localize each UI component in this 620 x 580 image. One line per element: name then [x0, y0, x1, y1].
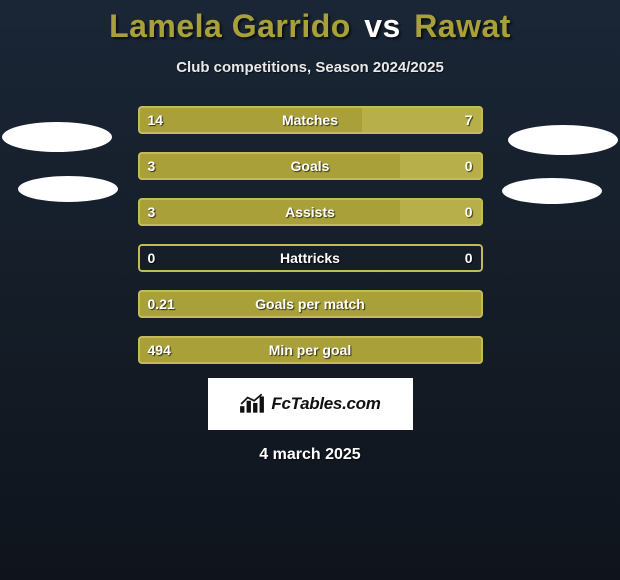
logo-text: FcTables.com: [271, 394, 380, 414]
title-player2: Rawat: [414, 8, 511, 44]
avatar-placeholder-left: [2, 122, 112, 152]
title-vs: vs: [364, 8, 401, 44]
stat-label: Goals: [138, 152, 483, 180]
page-title: Lamela Garrido vs Rawat: [0, 0, 620, 45]
stat-label: Min per goal: [138, 336, 483, 364]
avatar-placeholder-right: [508, 125, 618, 155]
stat-label: Hattricks: [138, 244, 483, 272]
logo: FcTables.com: [208, 378, 413, 430]
stat-row: 30Goals: [138, 152, 483, 180]
stat-row: 00Hattricks: [138, 244, 483, 272]
subtitle: Club competitions, Season 2024/2025: [0, 59, 620, 76]
stat-label: Matches: [138, 106, 483, 134]
date: 4 march 2025: [0, 446, 620, 464]
avatar-placeholder-left-2: [18, 176, 118, 202]
stat-row: 147Matches: [138, 106, 483, 134]
chart-icon: [239, 393, 265, 415]
stats-container: 147Matches 30Goals 30Assists 00Hattricks 0.2…: [138, 106, 483, 364]
infographic: Lamela Garrido vs Rawat Club competition…: [0, 0, 620, 580]
avatar-placeholder-right-2: [502, 178, 602, 204]
stat-row: 494Min per goal: [138, 336, 483, 364]
title-player1: Lamela Garrido: [109, 8, 351, 44]
stat-row: 0.21Goals per match: [138, 290, 483, 318]
stat-label: Assists: [138, 198, 483, 226]
stat-label: Goals per match: [138, 290, 483, 318]
stat-row: 30Assists: [138, 198, 483, 226]
